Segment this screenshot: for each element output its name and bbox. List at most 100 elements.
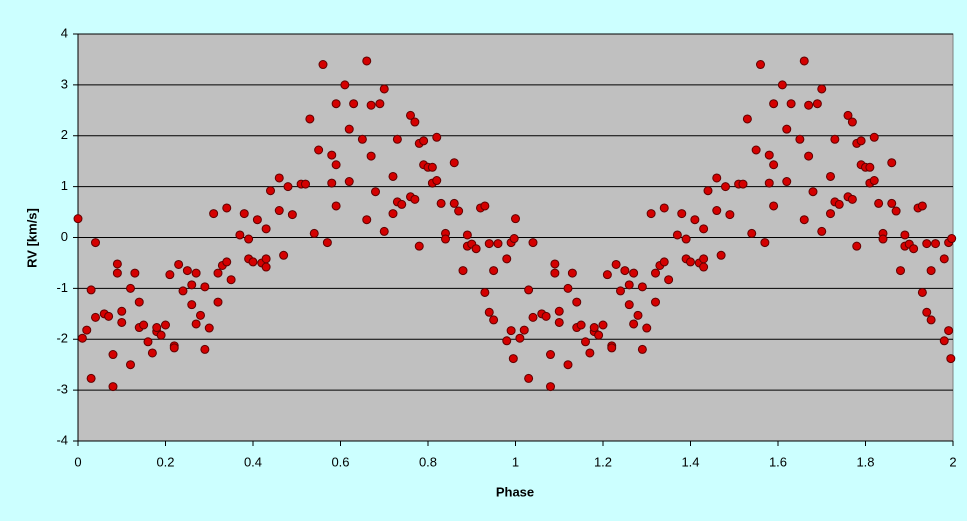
point xyxy=(817,226,827,236)
point xyxy=(484,239,494,249)
x-tick-label: 0.4 xyxy=(244,454,262,469)
point xyxy=(589,323,599,333)
point xyxy=(327,150,337,160)
point xyxy=(454,206,464,216)
point xyxy=(327,178,337,188)
point xyxy=(371,187,380,197)
point xyxy=(847,117,857,127)
point xyxy=(699,254,709,264)
point xyxy=(852,241,862,251)
point xyxy=(191,268,201,278)
point xyxy=(147,348,157,358)
point xyxy=(349,99,359,109)
point xyxy=(528,238,538,248)
point xyxy=(843,110,853,120)
point xyxy=(633,310,643,320)
point xyxy=(703,186,713,196)
point xyxy=(659,257,669,267)
point xyxy=(126,360,135,370)
point xyxy=(699,262,709,272)
point xyxy=(795,134,805,144)
x-tick-label: 1 xyxy=(512,454,519,469)
point xyxy=(946,354,956,364)
point xyxy=(865,162,875,172)
point xyxy=(826,209,835,219)
point xyxy=(344,177,354,187)
y-tick-label: -1 xyxy=(56,280,68,295)
point xyxy=(594,330,604,340)
point xyxy=(462,230,472,240)
point xyxy=(200,344,210,354)
x-tick-label: 1.8 xyxy=(856,454,874,469)
x-axis-title: Phase xyxy=(496,484,534,499)
point xyxy=(659,203,669,213)
point xyxy=(581,337,590,347)
point xyxy=(283,182,293,192)
point xyxy=(944,326,954,336)
point xyxy=(449,198,459,208)
point xyxy=(204,323,214,333)
point xyxy=(869,132,879,142)
point xyxy=(681,234,691,244)
point xyxy=(379,226,389,236)
point xyxy=(637,282,647,292)
y-tick-label: -2 xyxy=(56,331,68,346)
point xyxy=(187,300,197,310)
point xyxy=(117,306,127,316)
x-tick-label: 1.2 xyxy=(594,454,612,469)
point xyxy=(397,199,407,209)
point xyxy=(322,238,332,248)
point xyxy=(887,158,897,168)
point xyxy=(239,209,249,219)
point xyxy=(686,257,695,267)
y-tick-label: 2 xyxy=(61,127,68,142)
point xyxy=(414,241,424,251)
point xyxy=(480,201,490,211)
point xyxy=(926,266,936,276)
point xyxy=(261,254,271,264)
point xyxy=(432,176,442,186)
point xyxy=(318,60,328,70)
point xyxy=(222,257,232,267)
point xyxy=(629,319,639,329)
point xyxy=(616,286,625,296)
point xyxy=(738,179,748,189)
x-tick-label: 2 xyxy=(949,454,956,469)
point xyxy=(642,323,652,333)
point xyxy=(620,266,630,276)
point xyxy=(931,239,940,249)
point xyxy=(331,99,341,109)
point xyxy=(200,282,210,292)
point xyxy=(830,134,840,144)
point xyxy=(874,198,884,208)
point xyxy=(887,198,897,208)
point xyxy=(585,348,595,358)
point xyxy=(756,60,765,70)
point xyxy=(769,99,779,109)
point xyxy=(261,224,271,234)
point xyxy=(519,325,529,335)
point xyxy=(287,210,297,220)
point xyxy=(751,145,761,155)
point xyxy=(847,194,857,204)
point xyxy=(279,250,289,260)
point xyxy=(449,158,459,168)
point xyxy=(602,270,612,280)
point xyxy=(480,287,490,297)
point xyxy=(91,238,100,248)
point xyxy=(506,326,516,336)
point xyxy=(86,285,96,295)
point xyxy=(274,173,284,183)
point xyxy=(804,100,814,110)
y-tick-label: 4 xyxy=(61,25,68,40)
point xyxy=(699,224,709,234)
point xyxy=(357,134,367,144)
point xyxy=(777,80,787,90)
point xyxy=(799,215,809,225)
point xyxy=(196,310,205,320)
point xyxy=(878,234,888,244)
point xyxy=(690,215,700,225)
point xyxy=(721,182,730,192)
point xyxy=(554,317,564,327)
